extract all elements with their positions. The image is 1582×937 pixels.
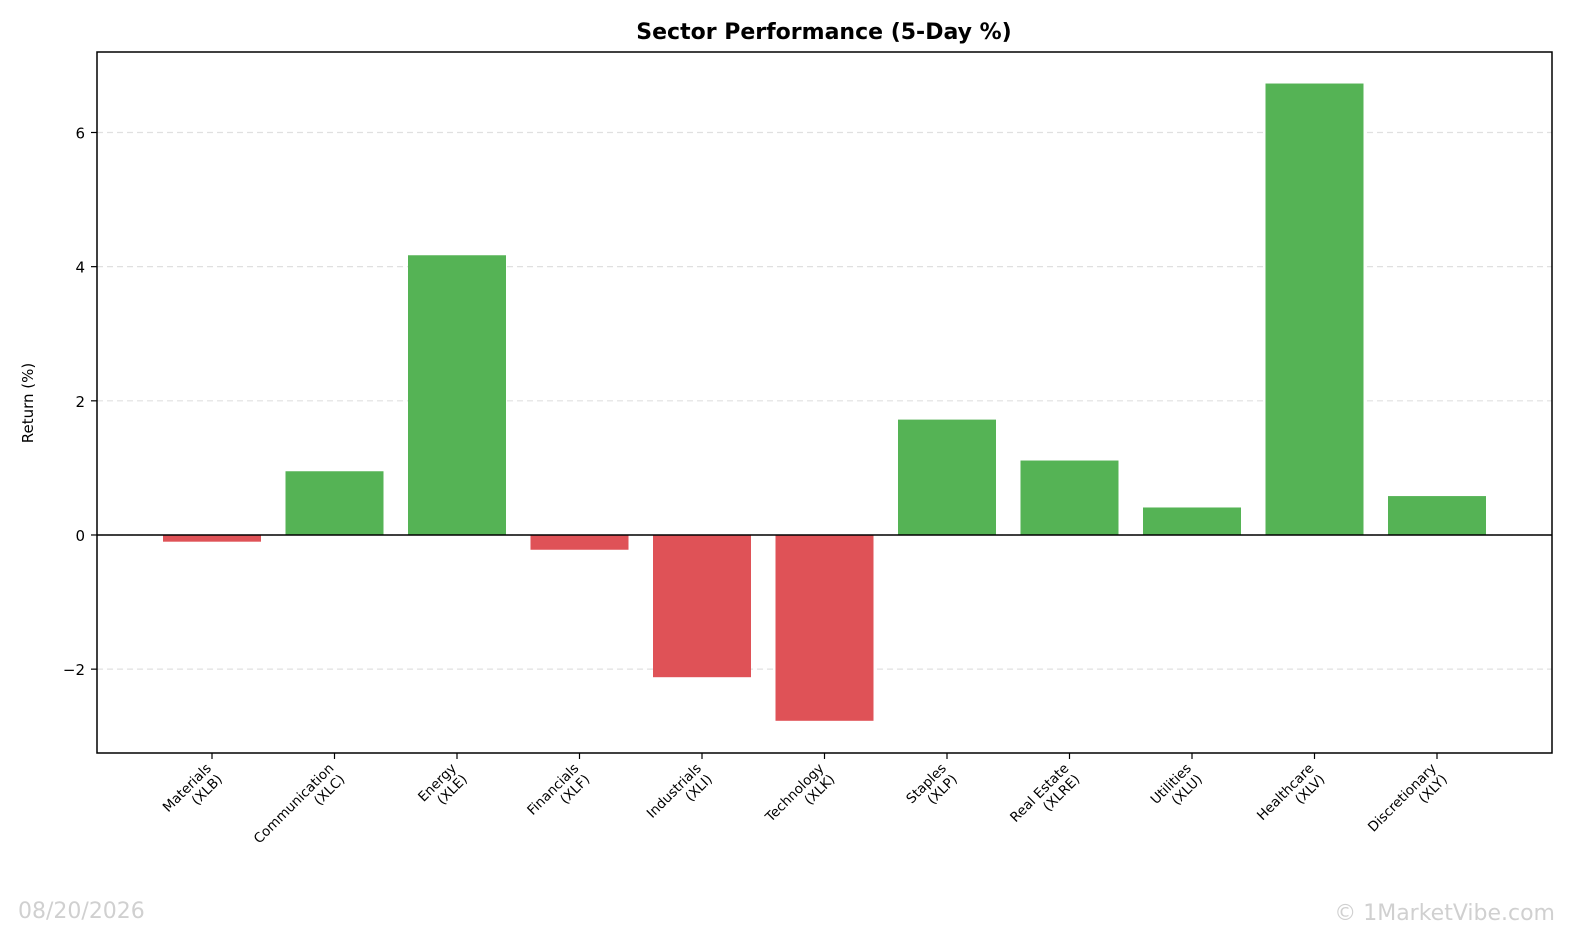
y-tick-label: −2 (63, 661, 85, 679)
footer-copyright: © 1MarketVibe.com (1334, 901, 1555, 926)
x-tick-label: Energy(XLE) (415, 761, 471, 817)
y-tick-label: 2 (75, 393, 85, 411)
y-tick-label: 6 (75, 124, 85, 142)
bar (1388, 496, 1486, 535)
bar (408, 255, 506, 535)
x-tick-label: Real Estate(XLRE) (1007, 761, 1083, 837)
bar (1265, 83, 1364, 535)
bar (530, 534, 629, 550)
x-tick-label: Financials(XLF) (524, 761, 593, 830)
x-axis: Materials(XLB) Communication(XLC) Energy(X… (160, 753, 1451, 859)
bar (285, 471, 384, 535)
bar (1143, 507, 1241, 535)
x-tick-label: Utilities(XLU) (1148, 761, 1206, 819)
bar (898, 419, 996, 535)
bar (775, 534, 874, 721)
chart-title: Sector Performance (5-Day %) (636, 20, 1011, 45)
y-tick-label: 0 (75, 527, 85, 545)
x-tick-label: Staples(XLP) (903, 761, 961, 819)
footer-date: 08/20/2026 (18, 899, 145, 924)
bar (1020, 460, 1119, 535)
x-tick-label: Discretionary(XLY) (1365, 761, 1451, 847)
x-tick-label: Industrials(XLI) (644, 761, 716, 833)
bar (653, 534, 751, 678)
y-axis-label: Return (%) (19, 363, 37, 444)
y-axis: −2 0 2 4 6 (63, 124, 97, 679)
x-tick-label: Materials(XLB) (160, 761, 226, 827)
x-tick-label: Healthcare(XLV) (1254, 761, 1328, 835)
bars (163, 83, 1486, 721)
bar (163, 534, 261, 542)
y-tick-label: 4 (75, 259, 85, 277)
x-tick-label: Technology(XLK) (762, 761, 838, 837)
x-tick-label: Communication(XLC) (251, 761, 349, 859)
